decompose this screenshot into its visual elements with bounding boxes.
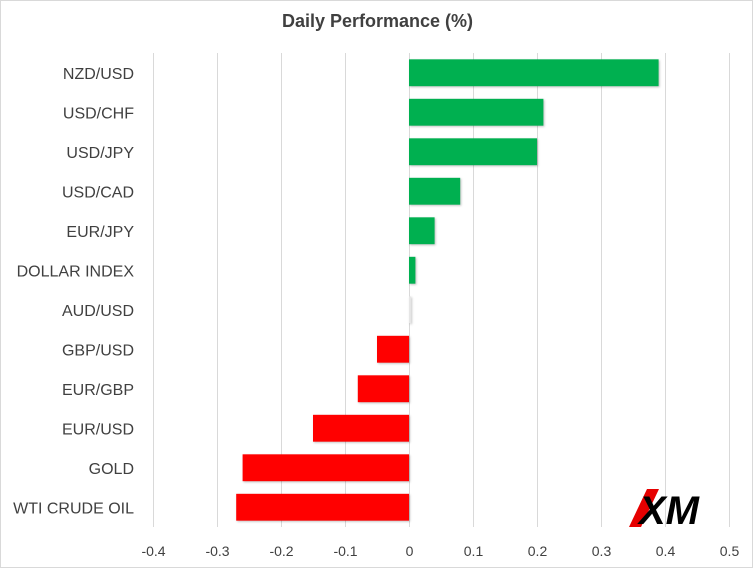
category-label: DOLLAR INDEX — [17, 263, 135, 280]
x-tick-label: 0.3 — [592, 543, 612, 559]
bar-nzd-usd — [409, 59, 659, 87]
category-label: USD/CHF — [63, 105, 134, 122]
category-label: EUR/USD — [62, 421, 134, 438]
x-tick-label: 0.1 — [464, 543, 484, 559]
x-tick-label: 0.5 — [720, 543, 740, 559]
category-label: USD/CAD — [62, 184, 134, 201]
bar-aud-usd — [409, 296, 411, 324]
category-label: EUR/JPY — [66, 224, 134, 241]
category-label: GOLD — [89, 461, 134, 478]
bar-usd-jpy — [409, 138, 537, 166]
category-label: NZD/USD — [63, 66, 134, 83]
x-tick-label: -0.2 — [269, 543, 293, 559]
category-label: AUD/USD — [62, 303, 134, 320]
x-tick-label: -0.4 — [141, 543, 165, 559]
bar-usd-chf — [409, 98, 544, 126]
xm-logo: XM — [629, 489, 701, 529]
category-label: EUR/GBP — [62, 382, 134, 399]
bar-gold — [242, 454, 409, 482]
category-label: WTI CRUDE OIL — [13, 500, 134, 517]
bar-dollar-index — [409, 256, 416, 284]
chart-title: Daily Performance (%) — [281, 11, 474, 31]
bar-eur-jpy — [409, 217, 435, 245]
x-tick-label: -0.1 — [333, 543, 357, 559]
bar-gbp-usd — [377, 335, 409, 363]
bar-eur-gbp — [357, 375, 409, 403]
category-label: USD/JPY — [66, 145, 134, 162]
x-tick-label: 0.4 — [656, 543, 676, 559]
bar-usd-cad — [409, 177, 461, 205]
bar-eur-usd — [313, 414, 409, 442]
x-tick-label: 0 — [406, 543, 414, 559]
xm-logo-text: XM — [637, 489, 701, 529]
category-label: GBP/USD — [62, 342, 134, 359]
x-tick-label: -0.3 — [205, 543, 229, 559]
x-tick-label: 0.2 — [528, 543, 548, 559]
bar-wti-crude-oil — [236, 493, 409, 521]
